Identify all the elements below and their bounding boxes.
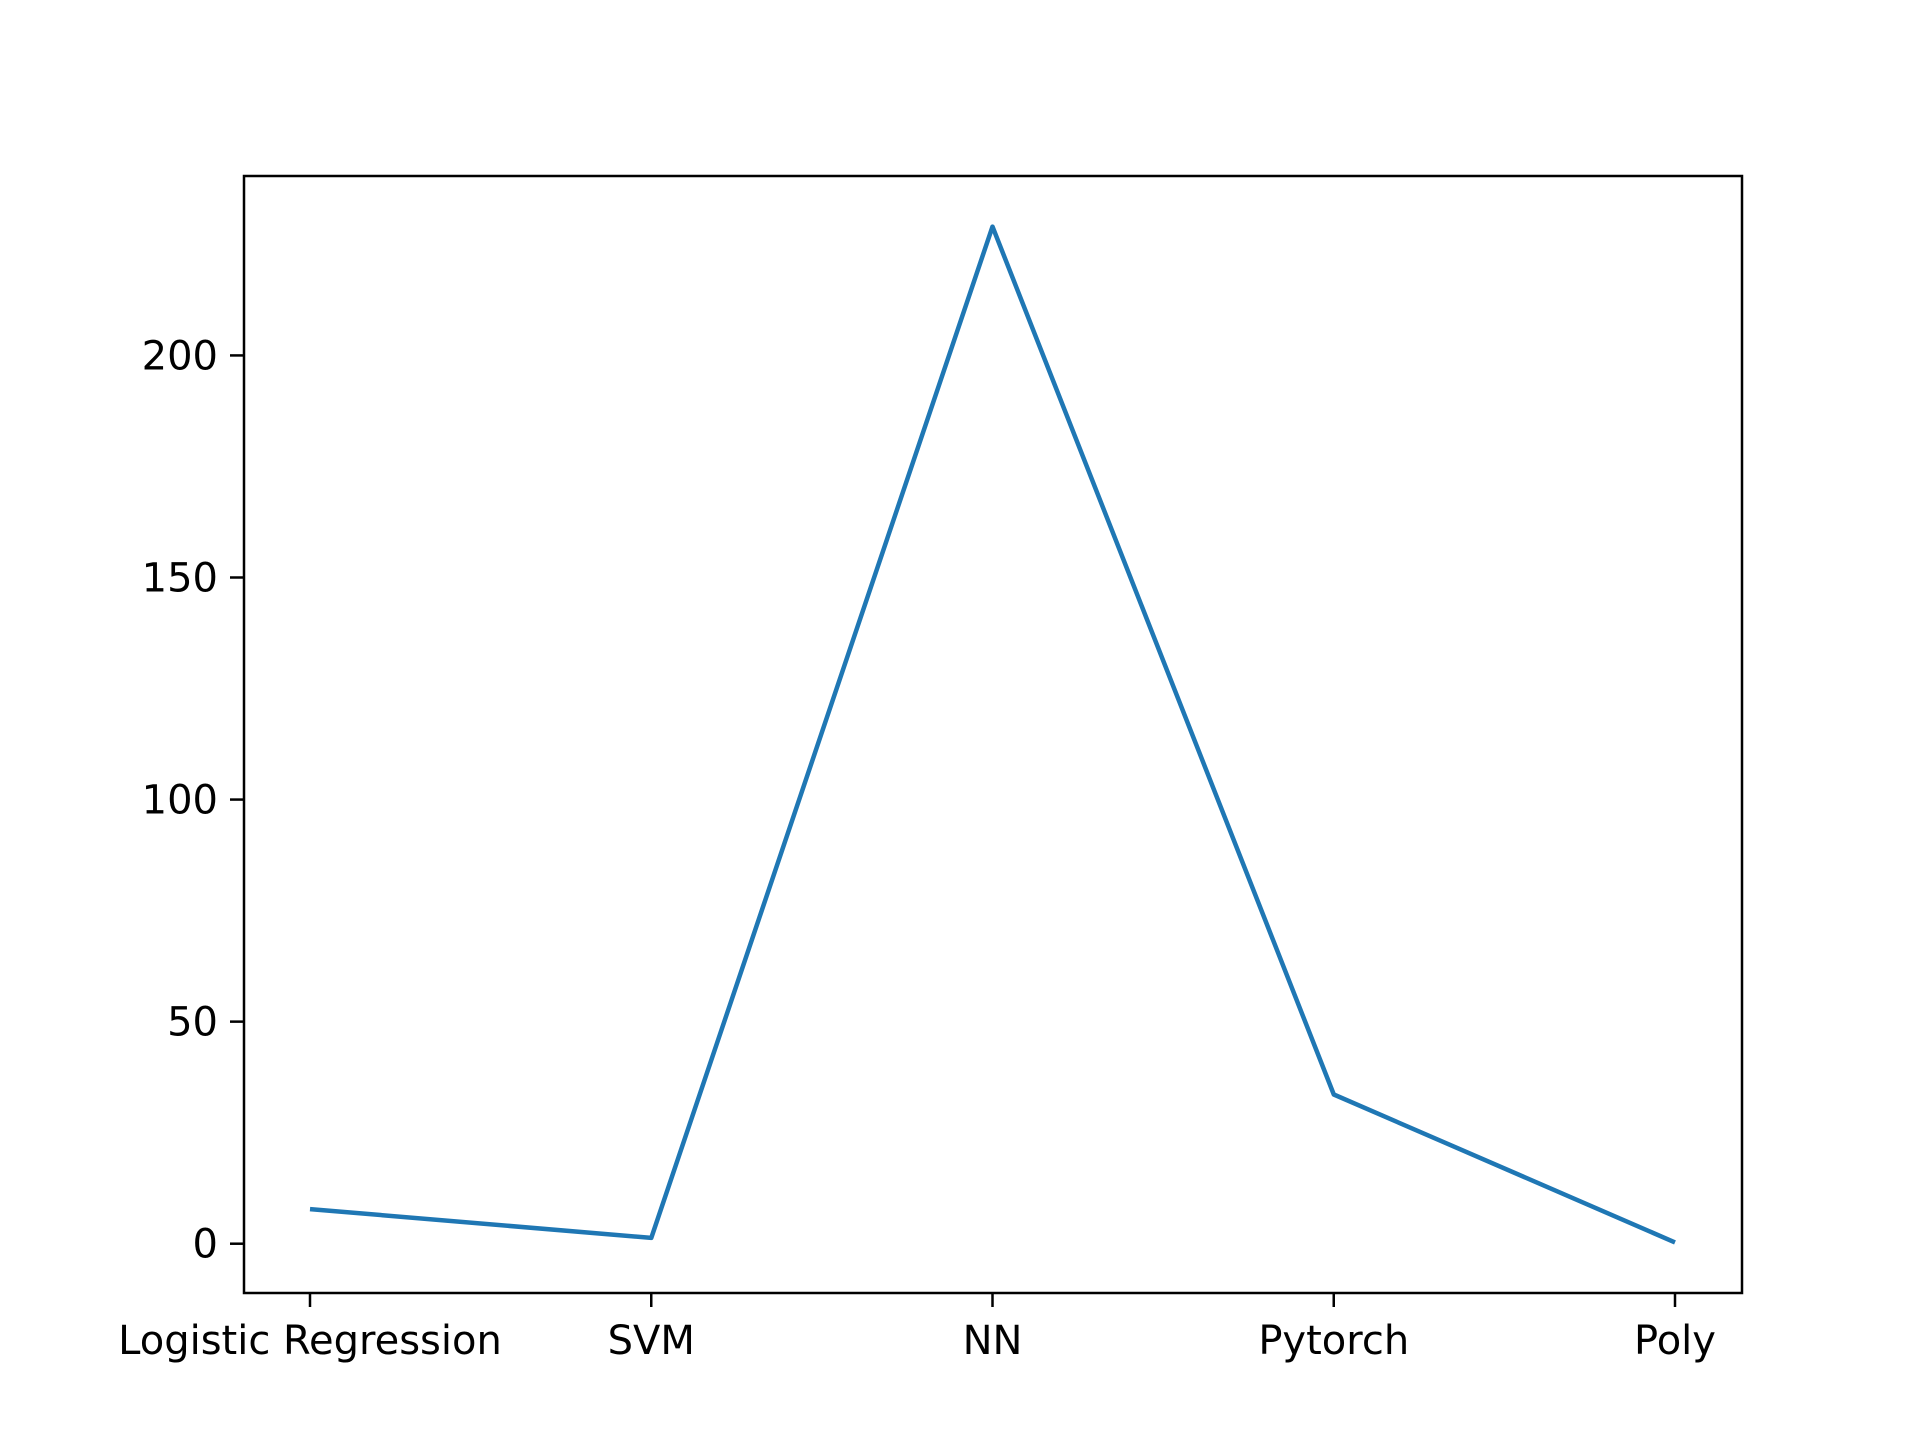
x-tick-label: Pytorch	[1258, 1318, 1409, 1364]
y-tick-label: 150	[142, 555, 218, 601]
x-tick-label: NN	[963, 1318, 1023, 1364]
x-tick-label: Logistic Regression	[118, 1318, 502, 1364]
y-axis: 0 50 100 150 200	[142, 333, 244, 1268]
y-tick-label: 100	[142, 778, 218, 824]
y-tick-label: 50	[167, 1000, 218, 1046]
series-line	[309, 224, 1676, 1245]
y-tick-label: 0	[193, 1222, 218, 1268]
x-tick-label: Poly	[1634, 1318, 1716, 1364]
y-tick-label: 200	[142, 333, 218, 379]
x-axis: Logistic Regression SVM NN Pytorch Poly	[118, 1293, 1716, 1364]
plot-area	[309, 224, 1676, 1245]
x-tick-label: SVM	[608, 1318, 695, 1364]
